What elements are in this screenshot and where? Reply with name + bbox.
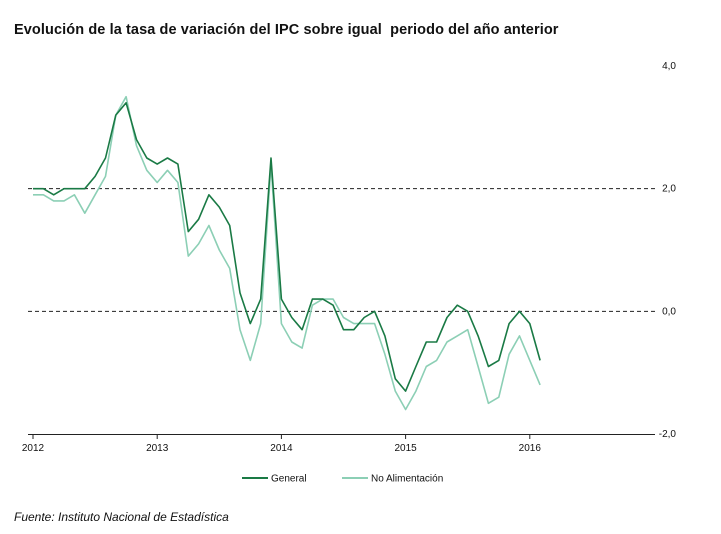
y-tick-label: 4,0 — [662, 61, 676, 72]
x-tick-label: 2016 — [519, 443, 542, 454]
x-tick-label: 2015 — [394, 443, 417, 454]
x-tick-label: 2012 — [22, 443, 45, 454]
x-tick-label: 2013 — [146, 443, 169, 454]
x-tick-label: 2014 — [270, 443, 293, 454]
source-note: Fuente: Instituto Nacional de Estadístic… — [14, 510, 229, 524]
series-line-general — [33, 102, 541, 392]
axes: 2012 2013 2014 2015 2016 4,0 2,0 0,0 -2,0 — [22, 61, 677, 454]
legend: General No Alimentación — [242, 474, 443, 485]
series-lines — [33, 95, 541, 411]
y-tick-label: -2,0 — [659, 429, 677, 440]
reference-lines — [28, 188, 655, 312]
legend-label: General — [271, 474, 307, 485]
y-tick-label: 2,0 — [662, 184, 676, 195]
chart-title: Evolución de la tasa de variación del IP… — [14, 22, 559, 38]
legend-label: No Alimentación — [371, 474, 443, 485]
y-tick-label: 0,0 — [662, 306, 676, 317]
